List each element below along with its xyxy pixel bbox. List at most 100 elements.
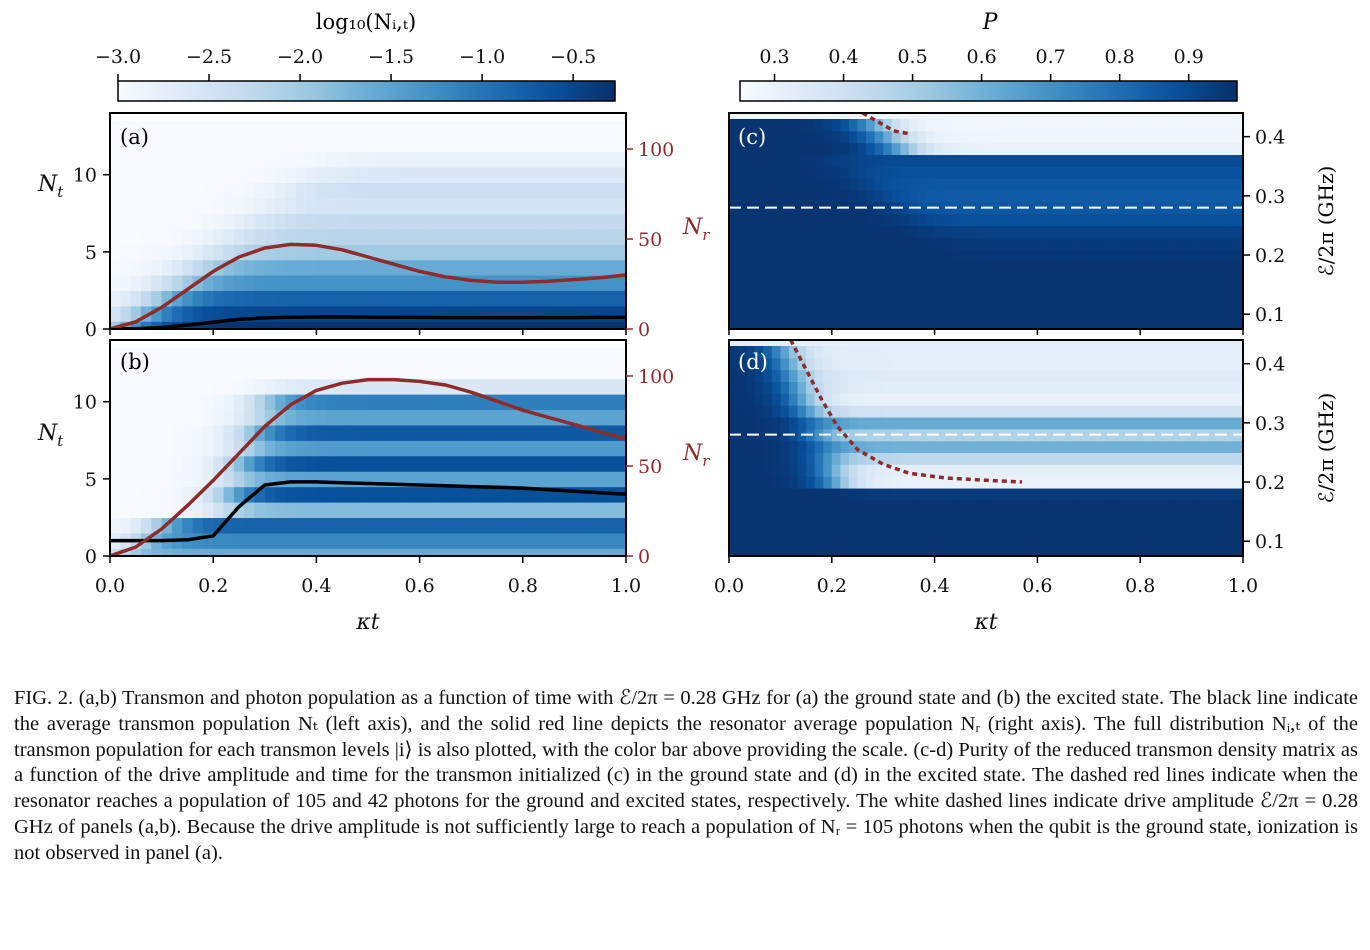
heatmap-cell (223, 532, 235, 549)
heatmap-cell (368, 151, 379, 168)
purity-cell (1200, 237, 1210, 250)
heatmap-cell (213, 321, 225, 329)
heatmap-cell (481, 548, 493, 556)
heatmap-cell (574, 244, 586, 261)
heatmap-cell (192, 151, 204, 168)
purity-cell (746, 249, 756, 262)
purity-cell (771, 166, 781, 179)
purity-cell (866, 284, 876, 298)
purity-cell (1011, 345, 1021, 359)
heatmap-cell (223, 424, 235, 441)
purity-cell (891, 487, 901, 501)
heatmap-cell (574, 228, 586, 245)
heatmap-cell (192, 471, 204, 488)
heatmap-cell (409, 275, 421, 292)
purity-cell (1123, 452, 1133, 465)
purity-cell (823, 189, 833, 203)
purity-cell (1028, 535, 1038, 548)
heatmap-cell (398, 228, 410, 245)
purity-cell (960, 535, 970, 548)
heatmap-cell (553, 275, 565, 292)
purity-cell (883, 260, 893, 274)
purity-cell (1123, 154, 1133, 167)
purity-cell (840, 405, 850, 418)
heatmap-cell (151, 378, 163, 395)
purity-cell (986, 369, 996, 383)
purity-cell (1105, 237, 1116, 250)
purity-cell (1011, 393, 1021, 406)
purity-cell (1183, 381, 1193, 394)
purity-cell (1208, 118, 1218, 132)
heatmap-cell (471, 167, 483, 184)
heatmap-cell (368, 378, 379, 395)
purity-cell (754, 487, 764, 501)
purity-cell (874, 308, 884, 321)
purity-cell (951, 535, 961, 548)
heatmap-cell (574, 517, 586, 534)
purity-cell (1183, 272, 1193, 286)
purity-cell (848, 405, 859, 418)
heatmap-cell (275, 424, 287, 441)
heatmap-cell (533, 409, 545, 426)
purity-cell (1003, 178, 1013, 191)
heatmap-cell (605, 321, 617, 329)
purity-cell (908, 178, 919, 191)
purity-cell (1088, 142, 1098, 156)
purity-cell (1097, 130, 1107, 144)
heatmap-cell (522, 394, 534, 411)
heatmap-cell (161, 197, 173, 214)
purity-cell (977, 499, 987, 513)
purity-cell (866, 357, 876, 371)
purity-cell (848, 523, 859, 536)
heatmap-cell (151, 471, 163, 488)
heatmap-cell (285, 151, 297, 168)
heatmap-cell (202, 455, 214, 472)
heatmap-cell (450, 440, 462, 457)
purity-cell (1157, 130, 1167, 144)
heatmap-cell (460, 167, 472, 184)
heatmap-cell (337, 532, 348, 549)
heatmap-cell (595, 120, 606, 137)
purity-cell (1234, 213, 1243, 227)
purity-cell (977, 511, 987, 525)
purity-cell (934, 428, 944, 442)
heatmap-cell (533, 517, 545, 534)
heatmap-cell (543, 455, 555, 472)
purity-cell (1217, 284, 1227, 298)
heatmap-cell (120, 471, 132, 488)
purity-cell (1157, 357, 1167, 371)
heatmap-cell (130, 120, 142, 137)
heatmap-cell (254, 290, 266, 307)
heatmap-cell (192, 440, 204, 457)
purity-cell (1114, 405, 1124, 418)
heatmap-cell (491, 502, 503, 519)
purity-cell (866, 296, 876, 309)
purity-cell (1028, 118, 1038, 132)
purity-cell (1131, 296, 1141, 309)
x-label-left: κt (355, 610, 379, 635)
purity-cell (883, 464, 893, 477)
purity-cell (806, 487, 816, 501)
purity-cell (823, 260, 833, 274)
purity-cell (788, 225, 799, 238)
purity-cell (1114, 189, 1124, 203)
purity-cell (1225, 284, 1236, 298)
purity-cell (737, 249, 747, 262)
purity-cell (1037, 284, 1047, 298)
heatmap-cell (244, 471, 256, 488)
heatmap-cell (295, 182, 307, 199)
purity-cell (823, 464, 833, 477)
purity-cell (1191, 464, 1201, 477)
purity-cell (934, 464, 944, 477)
purity-cell (1088, 296, 1098, 309)
purity-cell (771, 416, 781, 430)
heatmap-cell (368, 197, 379, 214)
heatmap-cell (264, 548, 276, 556)
heatmap-cell (223, 120, 235, 137)
purity-cell (1183, 357, 1193, 371)
heatmap-cell (285, 455, 297, 472)
heatmap-cell (595, 363, 606, 380)
purity-cell (1071, 308, 1081, 321)
purity-cell (1208, 225, 1218, 238)
purity-cell (814, 308, 824, 321)
